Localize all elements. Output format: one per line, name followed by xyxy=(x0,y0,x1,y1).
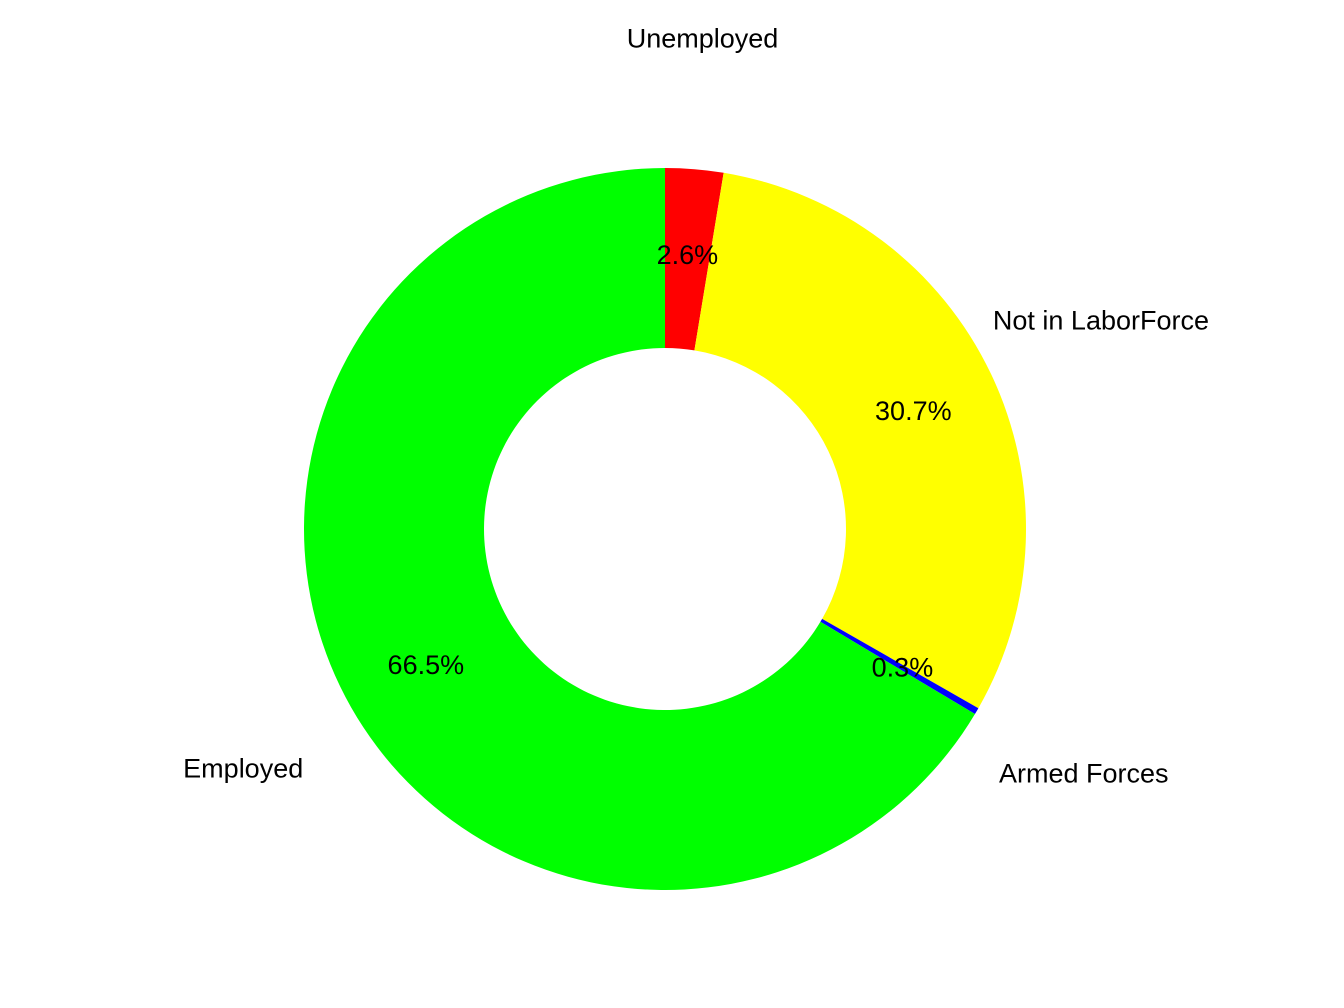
slice-employed xyxy=(304,168,975,891)
percent-label-employed: 66.5% xyxy=(388,650,465,680)
category-label-armed-forces: Armed Forces xyxy=(999,759,1169,789)
percent-label-unemployed: 2.6% xyxy=(657,240,719,270)
slice-unemployed xyxy=(665,168,724,351)
slice-not-in-laborforce xyxy=(694,172,1026,709)
category-label-unemployed: Unemployed xyxy=(627,24,779,54)
category-labels: Unemployed Not in LaborForce Armed Forces E… xyxy=(183,24,1209,789)
percent-label-armed-forces: 0.3% xyxy=(872,653,934,683)
category-label-employed: Employed xyxy=(183,753,303,783)
percent-labels: 2.6% 30.7% 0.3% 66.5% xyxy=(388,240,952,683)
category-label-not-in-laborforce: Not in LaborForce xyxy=(993,306,1209,336)
percent-label-not-in-laborforce: 30.7% xyxy=(875,396,952,426)
slice-armed-forces xyxy=(820,618,979,715)
slices-layer xyxy=(304,168,1026,891)
